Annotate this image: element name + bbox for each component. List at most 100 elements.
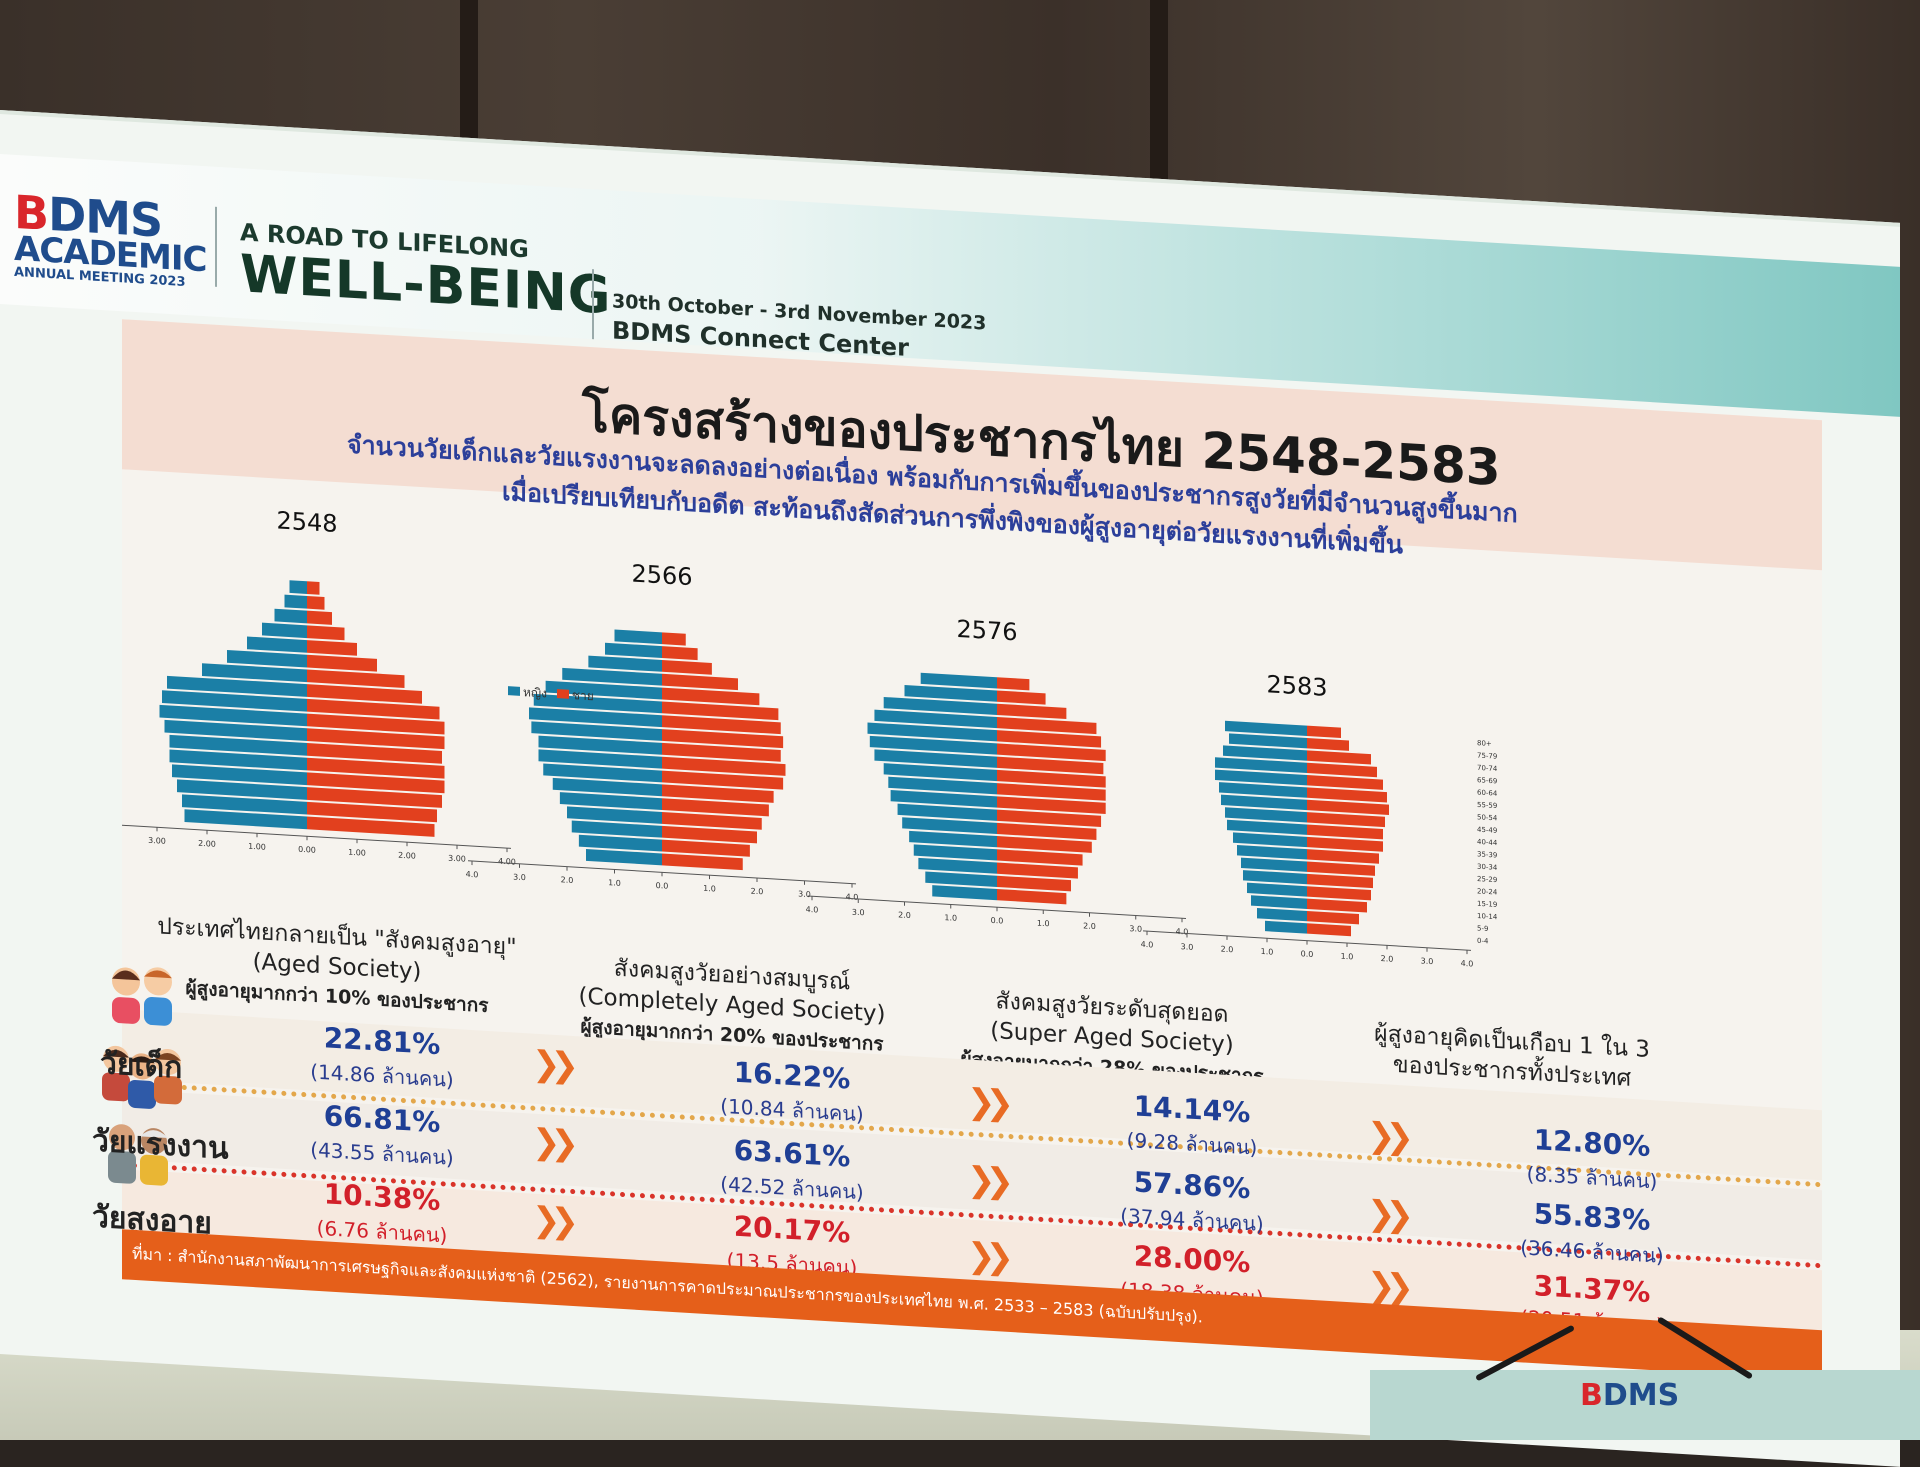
bar-female xyxy=(159,704,307,727)
bar-male xyxy=(997,888,1067,905)
chevron-right-icon: ❯❯ xyxy=(967,1235,1004,1278)
bar-male xyxy=(307,743,442,764)
children-icon xyxy=(112,967,172,1026)
bar-male xyxy=(307,801,437,823)
bar-male xyxy=(997,677,1030,691)
x-tick-label: 3.0 xyxy=(1129,924,1142,934)
x-tick-label: 2.0 xyxy=(1381,954,1394,964)
bar-female xyxy=(164,719,307,742)
x-tick-label: 0.00 xyxy=(298,845,316,855)
bar-female xyxy=(162,690,307,712)
x-tick-label: 3.00 xyxy=(148,836,166,846)
bar-male xyxy=(307,698,440,720)
bar-female xyxy=(1219,782,1307,798)
bar-female xyxy=(932,885,997,901)
pyramid-title: 2566 xyxy=(631,560,692,592)
bar-male xyxy=(1307,886,1371,901)
header-divider xyxy=(592,269,594,340)
bar-female xyxy=(531,721,662,741)
legend-swatch-female xyxy=(508,686,520,696)
bar-female xyxy=(172,764,307,786)
bar-female xyxy=(284,594,307,609)
bar-female xyxy=(529,707,662,728)
bar-female xyxy=(227,650,307,668)
age-tick-label: 40-44 xyxy=(1477,838,1498,847)
bar-female xyxy=(888,776,997,795)
bar-male xyxy=(997,836,1092,853)
podium xyxy=(1370,1370,1920,1440)
bar-female xyxy=(920,672,997,689)
x-tick-label: 4.0 xyxy=(1176,927,1189,937)
bar-female xyxy=(1215,757,1307,774)
legend-label-female: หญิง xyxy=(523,685,547,701)
bar-male xyxy=(307,728,445,750)
x-tick-label: 1.00 xyxy=(248,842,266,852)
header-divider xyxy=(215,206,217,287)
bar-male xyxy=(997,743,1106,762)
chevron-right-icon: ❯❯ xyxy=(967,1081,1004,1124)
x-tick-label: 2.00 xyxy=(398,851,416,861)
bar-male xyxy=(307,669,405,688)
bar-female xyxy=(274,608,307,624)
legend-swatch-male xyxy=(556,689,569,699)
bar-male xyxy=(1307,799,1389,815)
bar-male xyxy=(662,784,774,803)
bar-female xyxy=(538,749,662,769)
x-tick-label: 0.0 xyxy=(1301,949,1314,959)
bar-male xyxy=(1307,750,1371,765)
bar-male xyxy=(997,716,1097,735)
bar-male xyxy=(662,812,762,830)
bar-male xyxy=(997,809,1102,828)
chevron-right-icon: ❯❯ xyxy=(532,1043,569,1086)
bar-female xyxy=(533,693,662,714)
bar-male xyxy=(997,822,1097,840)
age-tick-label: 5-9 xyxy=(1477,924,1488,933)
bar-female xyxy=(1251,895,1307,909)
bar-male xyxy=(1307,836,1383,852)
bar-male xyxy=(307,816,435,837)
bar-female xyxy=(586,848,662,866)
x-tick-label: 4.00 xyxy=(498,857,516,867)
bar-male xyxy=(662,756,786,776)
bar-female xyxy=(182,794,307,815)
bar-male xyxy=(997,730,1102,748)
bar-female xyxy=(1229,733,1307,749)
age-tick-label: 80+ xyxy=(1477,739,1492,748)
x-tick-label: 4.0 xyxy=(806,905,819,915)
bar-female xyxy=(874,709,997,729)
row-label-child: วัยเด็ก xyxy=(100,1045,183,1086)
chevron-right-icon: ❯❯ xyxy=(532,1121,569,1164)
bar-female xyxy=(538,735,662,755)
age-tick-label: 20-24 xyxy=(1477,887,1498,896)
bar-male xyxy=(1307,787,1387,803)
slide-content: โครงสร้างของประชากรไทย 2548-2583 จำนวนวั… xyxy=(92,319,1822,1381)
age-tick-label: 60-64 xyxy=(1477,789,1498,798)
chevron-right-icon: ❯❯ xyxy=(1367,1193,1404,1236)
workers-icon xyxy=(102,1045,182,1109)
bar-male xyxy=(662,632,686,646)
age-tick-label: 0-4 xyxy=(1477,937,1489,946)
bar-female xyxy=(571,820,662,838)
x-tick-label: 3.0 xyxy=(513,872,526,882)
x-tick-label: 4.0 xyxy=(466,870,479,880)
bar-male xyxy=(997,690,1046,705)
bar-male xyxy=(307,684,422,704)
podium-logo: BDMS xyxy=(1580,1378,1680,1413)
legend-label-male: ชาย xyxy=(571,687,594,704)
age-tick-label: 75-79 xyxy=(1477,751,1497,760)
bar-male xyxy=(997,756,1104,775)
bar-female xyxy=(177,779,307,800)
x-tick-label: 3.0 xyxy=(852,908,865,918)
x-tick-label: 2.0 xyxy=(1083,921,1096,931)
bar-female xyxy=(902,817,997,835)
bar-female xyxy=(1221,794,1307,811)
bar-male xyxy=(1307,725,1341,739)
bar-male xyxy=(997,783,1106,801)
chevron-right-icon: ❯❯ xyxy=(1367,1115,1404,1158)
population-pyramids: 2548 0-4 5-9 10-14 15-19 20-24 25-29 30-34 35-39… xyxy=(122,506,1498,969)
bar-male xyxy=(662,742,781,762)
bar-male xyxy=(997,796,1106,815)
bar-female xyxy=(1247,882,1307,897)
bar-male xyxy=(307,640,357,656)
bar-female xyxy=(552,777,662,797)
